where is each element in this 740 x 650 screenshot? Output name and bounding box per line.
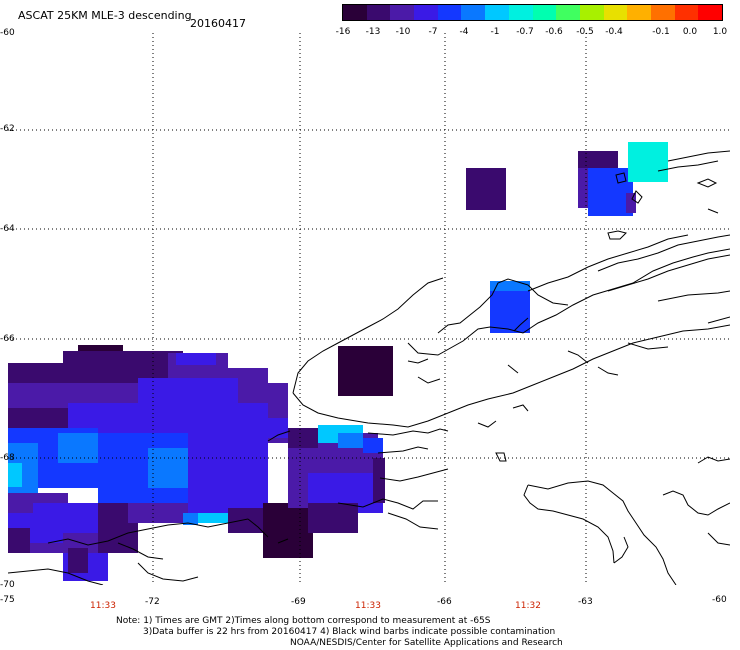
- scale-label: -13: [365, 27, 381, 37]
- lon-label: -66: [437, 597, 452, 607]
- color-scale-labels: -16 -13 -10 -7 -4 -1 -0.7 -0.6 -0.5 -0.4…: [330, 27, 735, 39]
- color-scale-segment: [461, 5, 486, 20]
- backscatter-data-cells: [8, 142, 668, 581]
- lon-label: -72: [145, 597, 160, 607]
- lat-label: -68: [0, 453, 15, 463]
- lon-label: -75: [0, 595, 15, 605]
- lat-label: -62: [0, 124, 15, 134]
- scale-label: -1: [490, 27, 500, 37]
- color-scale-segment: [698, 5, 722, 20]
- color-scale-segment: [343, 5, 367, 20]
- color-scale-bar: [342, 4, 723, 21]
- lat-label: -60: [0, 28, 15, 38]
- map-area: [8, 33, 730, 585]
- pass-time-label: 11:33: [355, 601, 381, 611]
- color-scale-segment: [532, 5, 557, 20]
- scale-label: -0.4: [605, 27, 623, 37]
- scale-label: -0.6: [545, 27, 563, 37]
- lon-label: -69: [291, 597, 306, 607]
- scale-label: 0.0: [682, 27, 698, 37]
- product-title: ASCAT 25KM MLE-3 descending: [18, 9, 192, 22]
- scale-label: -16: [335, 27, 351, 37]
- scale-label: -7: [428, 27, 438, 37]
- scale-label: -10: [395, 27, 411, 37]
- pass-time-label: 11:32: [515, 601, 541, 611]
- coastline: [8, 150, 730, 585]
- scale-label: -0.1: [652, 27, 670, 37]
- pass-time-label: 11:33: [90, 601, 116, 611]
- scale-label: -0.7: [516, 27, 534, 37]
- color-scale-segment: [390, 5, 415, 20]
- credit-line: NOAA/NESDIS/Center for Satellite Applica…: [290, 638, 563, 648]
- graticule-grid: [8, 33, 730, 585]
- note-line: Note: 1) Times are GMT 2)Times along bot…: [116, 616, 491, 626]
- color-scale-segment: [485, 5, 509, 20]
- color-scale-segment: [603, 5, 628, 20]
- lat-label: -66: [0, 334, 15, 344]
- color-scale-segment: [414, 5, 438, 20]
- color-scale-segment: [674, 5, 699, 20]
- scale-label: -4: [459, 27, 469, 37]
- scale-label: 1.0: [712, 27, 728, 37]
- color-scale-segment: [650, 5, 675, 20]
- color-scale-segment: [366, 5, 391, 20]
- scale-label: -0.5: [576, 27, 594, 37]
- color-scale-segment: [508, 5, 533, 20]
- lat-label: -64: [0, 224, 15, 234]
- date-label: 20160417: [190, 17, 246, 30]
- lat-label: -70: [0, 580, 15, 590]
- color-scale-segment: [627, 5, 651, 20]
- lon-label: -60: [712, 595, 727, 605]
- lon-label: -63: [578, 597, 593, 607]
- color-scale-segment: [437, 5, 462, 20]
- color-scale-segment: [579, 5, 604, 20]
- color-scale-segment: [556, 5, 580, 20]
- note-line: 3)Data buffer is 22 hrs from 20160417 4)…: [143, 627, 556, 637]
